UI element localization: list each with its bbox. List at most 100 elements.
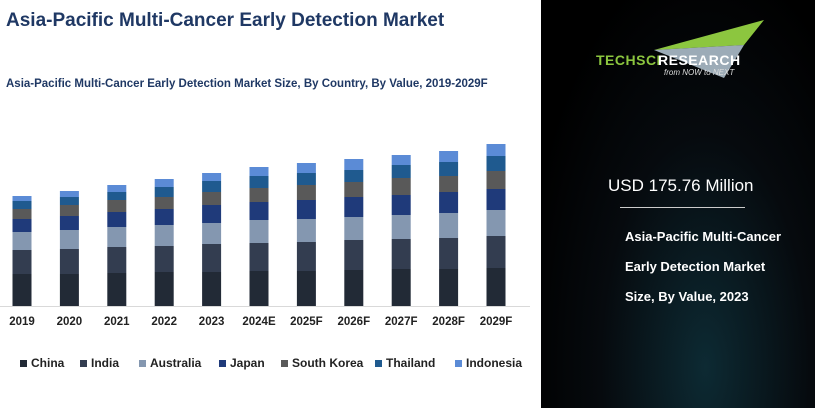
x-tick-label: 2022 bbox=[151, 316, 177, 328]
x-tick-label: 2027F bbox=[385, 316, 418, 328]
bar-segment-japan bbox=[439, 192, 459, 213]
bar-segment-japan bbox=[154, 209, 174, 225]
legend-item: South Korea bbox=[281, 356, 363, 370]
legend-marker bbox=[80, 359, 87, 367]
legend-label: India bbox=[91, 356, 120, 370]
bar-segment-australia bbox=[296, 219, 316, 242]
bar-segment-japan bbox=[12, 219, 32, 232]
bar-segment-thailand bbox=[202, 181, 222, 192]
bar-segment-china bbox=[391, 269, 411, 306]
x-tick-label: 2029F bbox=[480, 316, 513, 328]
x-tick-label: 2024E bbox=[242, 316, 276, 328]
bar-segment-south-korea bbox=[12, 209, 32, 219]
bar-segment-india bbox=[59, 249, 79, 274]
bar-segment-india bbox=[439, 238, 459, 269]
bar-segment-south-korea bbox=[439, 176, 459, 192]
techsci-logo bbox=[654, 20, 764, 78]
bar-segment-australia bbox=[344, 217, 364, 240]
page-title: Asia-Pacific Multi-Cancer Early Detectio… bbox=[6, 10, 445, 31]
legend-label: Thailand bbox=[386, 356, 436, 370]
market-value: USD 175.76 Million bbox=[608, 176, 754, 195]
bar-segment-thailand bbox=[249, 176, 269, 188]
brand-name-2: RESEARCH bbox=[658, 52, 741, 68]
x-tick-label: 2023 bbox=[199, 316, 225, 328]
legend-marker bbox=[375, 359, 382, 367]
bar-segment-south-korea bbox=[59, 205, 79, 216]
legend-marker bbox=[139, 359, 146, 367]
bar-segment-indonesia bbox=[344, 159, 364, 170]
description-line: Asia-Pacific Multi-Cancer bbox=[625, 229, 782, 244]
bar-segment-indonesia bbox=[202, 173, 222, 181]
bar-segment-india bbox=[296, 242, 316, 271]
description-line: Size, By Value, 2023 bbox=[625, 289, 749, 304]
bar-segment-south-korea bbox=[107, 200, 127, 212]
bar-segment-india bbox=[202, 244, 222, 272]
bar-segment-china bbox=[202, 272, 222, 306]
bar-segment-australia bbox=[59, 230, 79, 249]
legend-item: India bbox=[80, 356, 119, 370]
bar-segment-south-korea bbox=[391, 178, 411, 195]
bar-segment-south-korea bbox=[344, 182, 364, 197]
bar-segment-australia bbox=[12, 232, 32, 250]
bar-segment-china bbox=[344, 270, 364, 306]
bar-segment-australia bbox=[249, 220, 269, 243]
bar-segment-china bbox=[12, 274, 32, 306]
bar-segment-japan bbox=[202, 205, 222, 223]
bar-segment-south-korea bbox=[154, 197, 174, 209]
bar-segment-australia bbox=[154, 225, 174, 246]
description-line: Early Detection Market bbox=[625, 259, 766, 274]
x-tick-label: 2025F bbox=[290, 316, 323, 328]
bar-segment-australia bbox=[486, 210, 506, 236]
bar-segment-india bbox=[107, 247, 127, 273]
bar-segment-china bbox=[59, 274, 79, 306]
bar-segment-indonesia bbox=[107, 185, 127, 192]
bar-segment-china bbox=[486, 268, 506, 306]
bar-segment-india bbox=[12, 250, 32, 274]
bar-segment-china bbox=[249, 271, 269, 306]
bar-segment-india bbox=[486, 236, 506, 268]
bar-segment-south-korea bbox=[296, 185, 316, 200]
brand-name: TECHSCI bbox=[596, 52, 661, 68]
bar-segment-indonesia bbox=[486, 144, 506, 156]
summary-panel: TECHSCI RESEARCH from NOW to NEXT USD 17… bbox=[541, 0, 815, 408]
brand-tagline: from NOW to NEXT bbox=[664, 68, 735, 77]
bar-segment-japan bbox=[107, 212, 127, 227]
bar-segment-japan bbox=[486, 189, 506, 210]
bar-segment-india bbox=[391, 239, 411, 269]
bar-segment-china bbox=[154, 272, 174, 306]
bar-segment-indonesia bbox=[249, 167, 269, 176]
bar-segment-india bbox=[154, 246, 174, 272]
bar-segment-indonesia bbox=[154, 179, 174, 187]
bar-segment-australia bbox=[202, 223, 222, 244]
bar-segment-thailand bbox=[296, 173, 316, 185]
bar-segment-thailand bbox=[439, 162, 459, 176]
legend-marker bbox=[455, 359, 462, 367]
bar-segment-japan bbox=[296, 200, 316, 219]
x-tick-label: 2019 bbox=[9, 316, 35, 328]
bar-segment-indonesia bbox=[439, 151, 459, 162]
bar-segment-china bbox=[439, 269, 459, 306]
legend-label: Indonesia bbox=[466, 356, 523, 370]
bar-segment-india bbox=[249, 243, 269, 271]
bar-segment-thailand bbox=[107, 192, 127, 200]
legend-marker bbox=[20, 359, 27, 367]
legend-item: Thailand bbox=[375, 356, 435, 370]
legend-item: Indonesia bbox=[455, 356, 522, 370]
bar-segment-indonesia bbox=[12, 196, 32, 201]
legend-label: South Korea bbox=[292, 356, 364, 370]
legend-marker bbox=[281, 359, 288, 367]
bar-segment-china bbox=[107, 273, 127, 306]
bar-segment-thailand bbox=[154, 187, 174, 197]
legend-label: Japan bbox=[230, 356, 265, 370]
legend-item: China bbox=[20, 356, 64, 370]
legend-marker bbox=[219, 359, 226, 367]
bar-segment-thailand bbox=[344, 170, 364, 182]
bar-segment-thailand bbox=[12, 201, 32, 209]
x-tick-label: 2021 bbox=[104, 316, 130, 328]
x-tick-label: 2020 bbox=[57, 316, 83, 328]
bar-segment-indonesia bbox=[391, 155, 411, 165]
chart-title: Asia-Pacific Multi-Cancer Early Detectio… bbox=[6, 78, 488, 90]
bar-segment-thailand bbox=[391, 165, 411, 178]
bar-segment-indonesia bbox=[59, 191, 79, 197]
legend-item: Australia bbox=[139, 356, 201, 370]
